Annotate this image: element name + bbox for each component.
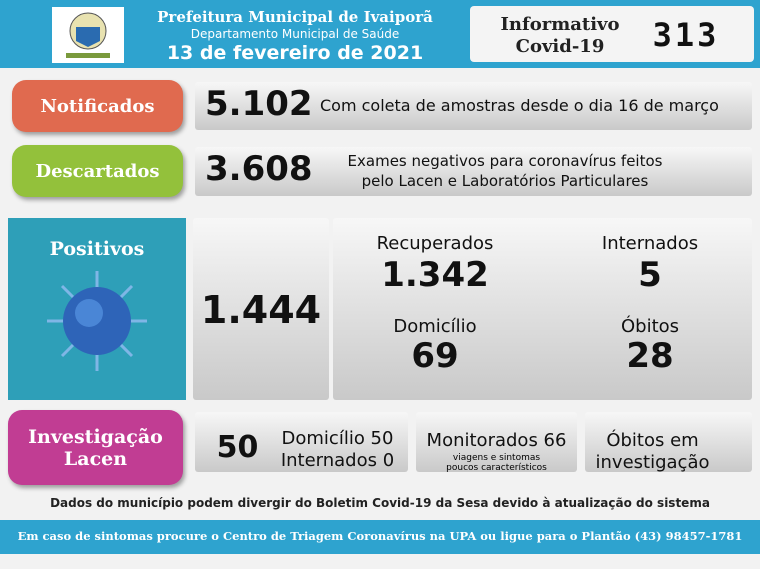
stat-label: Óbitos <box>620 316 680 337</box>
investigacao-value: 50 <box>216 430 259 465</box>
positivos-label: Positivos <box>49 238 145 260</box>
header-subtitle: Departamento Municipal de Saúde <box>190 27 400 41</box>
monitorados-note: poucos característicos <box>446 463 547 473</box>
disclaimer: Dados do município podem divergir do Bol… <box>50 496 710 510</box>
notificados-label: Notificados <box>12 80 183 132</box>
descartados-label: Descartados <box>12 145 183 197</box>
stat-label: Domicílio <box>393 316 477 337</box>
investigacao-line: Investigação <box>28 425 163 448</box>
stat-value: 69 <box>411 336 459 376</box>
obitos-investigacao: Óbitos em <box>606 430 699 451</box>
stat-value: 28 <box>626 336 674 376</box>
virus-icon <box>47 271 147 371</box>
panel <box>193 218 329 400</box>
descartados-value: 3.608 <box>205 149 313 189</box>
logo-art <box>66 12 110 58</box>
bulletin-label: Covid-19 <box>515 36 605 57</box>
panel <box>195 82 752 130</box>
notificados-value: 5.102 <box>205 84 313 124</box>
bulletin-box <box>470 6 754 62</box>
panel <box>585 412 752 472</box>
header-date: 13 de fevereiro de 2021 <box>166 42 424 64</box>
monitorados: Monitorados 66 <box>426 430 567 451</box>
stat-label: Recuperados <box>376 233 494 254</box>
monitorados-note: viagens e sintomas <box>452 453 541 463</box>
investigacao-detail: Domicílio 50 <box>281 428 394 449</box>
stat-label: Internados <box>601 233 699 254</box>
descartados-note: Exames negativos para coronavírus feitos <box>347 152 663 170</box>
stat-value: 1.342 <box>381 255 489 295</box>
obitos-investigacao: investigação <box>595 452 710 473</box>
positivos-value: 1.444 <box>200 288 322 332</box>
footer-text: Em caso de sintomas procure o Centro de … <box>17 529 743 543</box>
investigacao-label: Investigação Lacen <box>8 410 183 485</box>
panel <box>195 412 408 472</box>
stat-value: 5 <box>638 255 662 295</box>
bulletin-label: Informativo <box>500 14 620 35</box>
header-title: Prefeitura Municipal de Ivaiporã <box>157 8 433 26</box>
logo <box>52 7 124 63</box>
footer-band <box>0 520 760 554</box>
panel <box>195 147 752 196</box>
descartados-note: pelo Lacen e Laboratórios Particulares <box>361 172 649 190</box>
bulletin-number: 313 <box>652 16 720 54</box>
investigacao-line: Lacen <box>63 447 128 470</box>
investigacao-detail: Internados 0 <box>280 450 395 471</box>
panel <box>333 218 752 400</box>
panel <box>416 412 577 472</box>
notificados-note: Com coleta de amostras desde o dia 16 de… <box>320 96 719 115</box>
